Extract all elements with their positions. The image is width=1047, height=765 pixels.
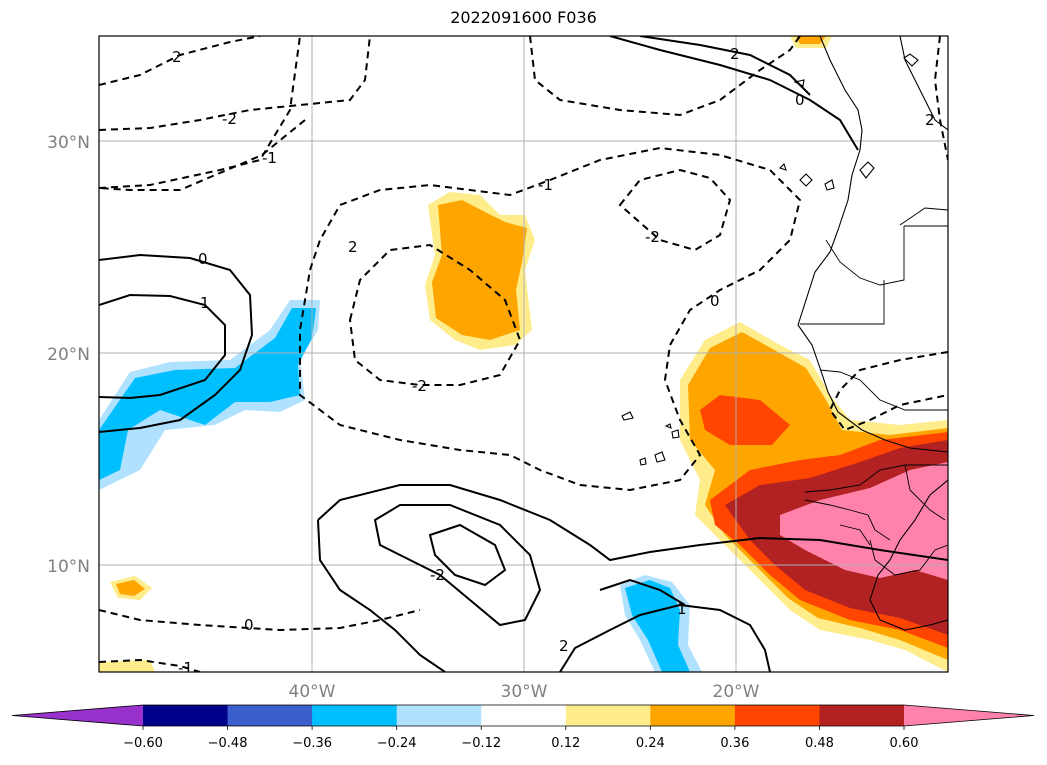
colorbar-tick-label: −0.12 xyxy=(461,736,501,751)
colorbar-tick-label: 0.48 xyxy=(805,736,834,751)
contour-label: -1 xyxy=(262,149,277,167)
colorbar-extend-min xyxy=(12,705,143,726)
contour-label-group: 2 -2 -1 0 1 -2 -1 -2 2 0 -2 0 2 0 1 2 -1… xyxy=(172,45,935,677)
shaded-field xyxy=(99,36,948,672)
colorbar-segment xyxy=(227,705,313,726)
lon-label: 20°W xyxy=(713,682,760,702)
contour-label: 2 xyxy=(559,637,569,655)
map-title: 2022091600 F036 xyxy=(450,8,597,27)
contour-label: 0 xyxy=(244,616,254,634)
colorbar-segment xyxy=(650,705,736,726)
colorbar-tick-label: 0.36 xyxy=(720,736,749,751)
colorbar-segment xyxy=(143,705,229,726)
contour-lines xyxy=(99,36,948,672)
contour-label: 2 xyxy=(348,238,358,256)
plot-frame xyxy=(98,35,949,673)
colorbar-tick-label: −0.48 xyxy=(208,736,248,751)
country-borders xyxy=(800,207,948,576)
colorbar-tick-label: −0.60 xyxy=(123,736,163,751)
contour-label: 1 xyxy=(677,600,687,618)
colorbar-extend-max xyxy=(904,705,1034,726)
colorbar xyxy=(11,704,1035,727)
contour-label: 0 xyxy=(198,250,208,268)
lat-label: 30°N xyxy=(47,133,90,153)
contour-label: 1 xyxy=(200,294,210,312)
lon-label: 30°W xyxy=(501,682,548,702)
colorbar-tick-label: 0.12 xyxy=(551,736,580,751)
contour-label: -2 xyxy=(645,228,660,246)
contour-label: 0 xyxy=(710,292,720,310)
contour-label: -1 xyxy=(538,176,553,194)
colorbar-segment xyxy=(734,705,820,726)
colorbar-segment xyxy=(481,705,567,726)
colorbar-tick-label: −0.24 xyxy=(377,736,417,751)
lon-label: 40°W xyxy=(289,682,336,702)
colorbar-segment xyxy=(312,705,398,726)
graticule xyxy=(99,36,948,672)
colorbar-tick-label: −0.36 xyxy=(292,736,332,751)
contour-label: 0 xyxy=(795,91,805,109)
lat-label: 20°N xyxy=(47,345,90,365)
contour-label: 2 xyxy=(925,111,935,129)
colorbar-tick-label: 0.24 xyxy=(636,736,665,751)
contour-label: -1 xyxy=(178,659,193,677)
colorbar-labels: −0.60 −0.48 −0.36 −0.24 −0.12 0.12 0.24 0.36 0.4… xyxy=(123,726,918,751)
lat-label: 10°N xyxy=(47,557,90,577)
contour-label: 2 xyxy=(172,48,182,66)
contour-label: -2 xyxy=(222,110,237,128)
contour-label: -2 xyxy=(430,566,445,584)
colorbar-tick-label: 0.60 xyxy=(890,736,919,751)
colorbar-segment xyxy=(565,705,651,726)
contour-label: -2 xyxy=(412,377,427,395)
colorbar-segment xyxy=(819,705,905,726)
contour-label: 2 xyxy=(730,45,740,63)
coastlines xyxy=(621,36,948,631)
colorbar-segment xyxy=(396,705,482,726)
